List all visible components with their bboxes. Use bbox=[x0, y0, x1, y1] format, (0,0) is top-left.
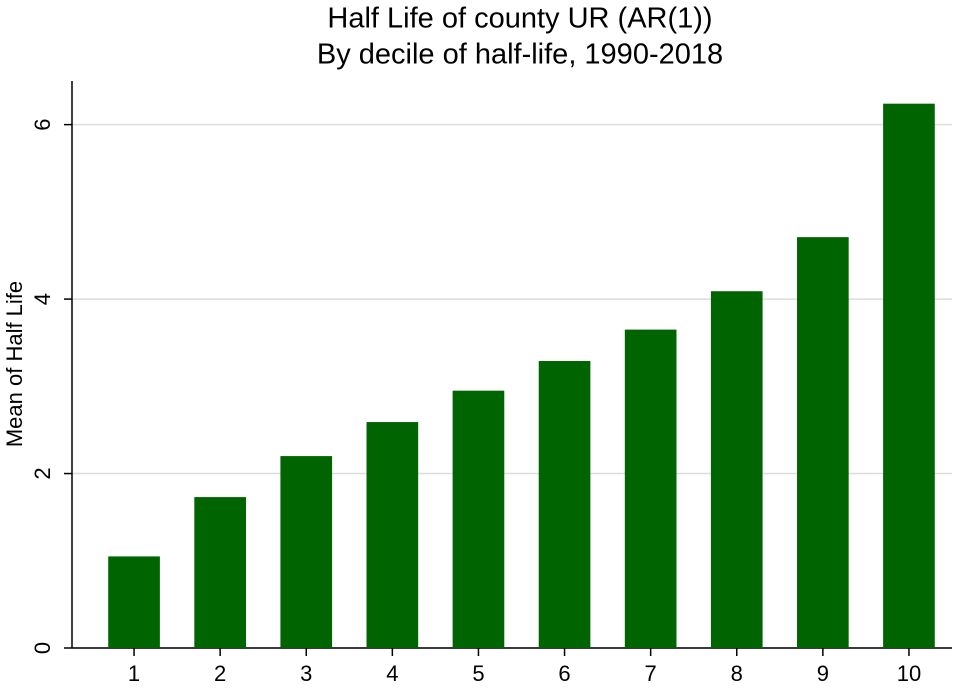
x-tick-label: 5 bbox=[472, 661, 484, 686]
x-tick-label: 4 bbox=[386, 661, 398, 686]
chart-title: Half Life of county UR (AR(1)) bbox=[327, 3, 712, 35]
x-tick-label: 7 bbox=[645, 661, 657, 686]
x-tick-label: 2 bbox=[214, 661, 226, 686]
bar bbox=[452, 390, 505, 648]
y-tick-label: 6 bbox=[30, 118, 55, 130]
bar bbox=[108, 556, 160, 648]
bar bbox=[624, 329, 677, 648]
bar bbox=[710, 291, 763, 648]
x-tick-label: 10 bbox=[897, 661, 921, 686]
bar bbox=[538, 361, 591, 648]
x-tick-label: 9 bbox=[817, 661, 829, 686]
x-tick-label: 1 bbox=[128, 661, 140, 686]
bar bbox=[797, 237, 849, 649]
bar bbox=[883, 103, 935, 649]
bar bbox=[194, 497, 246, 648]
bar bbox=[366, 422, 419, 648]
y-tick-label: 0 bbox=[30, 642, 55, 654]
chart-subtitle: By decile of half-life, 1990-2018 bbox=[317, 39, 723, 71]
x-tick-label: 3 bbox=[300, 661, 312, 686]
y-tick-label: 2 bbox=[30, 467, 55, 479]
y-axis-label: Mean of Half Life bbox=[2, 281, 27, 447]
x-tick-label: 6 bbox=[558, 661, 570, 686]
x-tick-label: 8 bbox=[731, 661, 743, 686]
y-tick-label: 4 bbox=[30, 293, 55, 305]
bar bbox=[280, 456, 333, 648]
